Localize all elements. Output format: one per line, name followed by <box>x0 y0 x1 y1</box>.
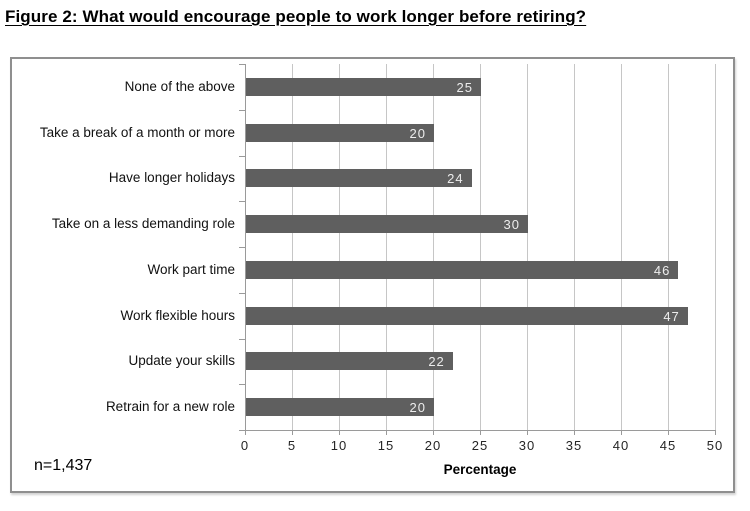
x-axis-tick-label: 5 <box>287 438 297 453</box>
x-axis-tick <box>668 430 669 435</box>
x-axis-tick-label: 10 <box>330 438 348 453</box>
bar-value-label: 24 <box>447 171 464 187</box>
x-axis-tick-label: 30 <box>518 438 536 453</box>
gridline <box>574 64 575 430</box>
bar-value-label: 20 <box>409 125 426 141</box>
gridline <box>386 64 387 430</box>
bar-value-label: 30 <box>503 217 520 233</box>
gridline <box>527 64 528 430</box>
x-axis-tick-label: 20 <box>424 438 442 453</box>
bar: 20 <box>246 123 434 142</box>
category-label: Take a break of a month or more <box>39 124 235 140</box>
bar-value-label: 22 <box>428 354 445 370</box>
bar-value-label: 47 <box>663 308 680 324</box>
x-axis-tick <box>574 430 575 435</box>
y-axis-tick <box>239 339 245 340</box>
x-axis-title: Percentage <box>443 462 517 477</box>
x-axis-tick <box>433 430 434 435</box>
gridline <box>621 64 622 430</box>
plot-area: Percentage 25 None of the above 20 Take a b… <box>40 64 722 477</box>
x-axis-tick-label: 0 <box>240 438 250 453</box>
x-axis-tick <box>339 430 340 435</box>
category-label: Work part time <box>147 261 235 277</box>
y-axis-tick <box>239 156 245 157</box>
y-axis-tick <box>239 293 245 294</box>
y-axis-tick <box>239 430 245 431</box>
bar: 25 <box>246 77 481 96</box>
category-label: Take on a less demanding role <box>51 216 235 232</box>
x-axis-tick <box>480 430 481 435</box>
x-axis-tick-label: 50 <box>706 438 724 453</box>
category-label: Work flexible hours <box>120 307 235 323</box>
bar: 46 <box>246 260 679 279</box>
y-axis-tick <box>239 247 245 248</box>
y-axis-tick <box>239 384 245 385</box>
x-axis-tick-label: 45 <box>659 438 677 453</box>
category-label: None of the above <box>124 78 235 94</box>
x-axis-tick <box>245 430 246 435</box>
figure-title: Figure 2: What would encourage people to… <box>5 7 587 26</box>
bar: 20 <box>246 398 434 417</box>
sample-size-note: n=1,437 <box>34 457 93 474</box>
x-axis-tick-label: 35 <box>565 438 583 453</box>
category-label: Retrain for a new role <box>105 399 235 415</box>
x-axis-tick <box>386 430 387 435</box>
gridline <box>433 64 434 430</box>
x-axis-tick <box>527 430 528 435</box>
category-label: Update your skills <box>128 353 235 369</box>
x-axis-tick <box>292 430 293 435</box>
bar-value-label: 20 <box>409 400 426 416</box>
gridline <box>668 64 669 430</box>
bar: 47 <box>246 306 688 325</box>
x-axis-tick-label: 40 <box>612 438 630 453</box>
bar: 30 <box>246 215 528 234</box>
x-axis-tick <box>621 430 622 435</box>
category-label: Have longer holidays <box>108 170 235 186</box>
y-axis-tick <box>239 110 245 111</box>
x-axis-tick-label: 15 <box>377 438 395 453</box>
y-axis-tick <box>239 64 245 65</box>
x-axis-tick-label: 25 <box>471 438 489 453</box>
gridline <box>480 64 481 430</box>
y-axis-tick <box>239 201 245 202</box>
bar: 22 <box>246 352 453 371</box>
bar: 24 <box>246 169 472 188</box>
y-axis-line <box>245 64 246 431</box>
bar-value-label: 25 <box>456 79 473 95</box>
bar-value-label: 46 <box>653 262 671 278</box>
gridline <box>715 64 716 430</box>
gridline <box>339 64 340 430</box>
gridline <box>292 64 293 430</box>
x-axis-tick <box>715 430 716 435</box>
chart-frame: Percentage 25 None of the above 20 Take a b… <box>10 57 735 493</box>
